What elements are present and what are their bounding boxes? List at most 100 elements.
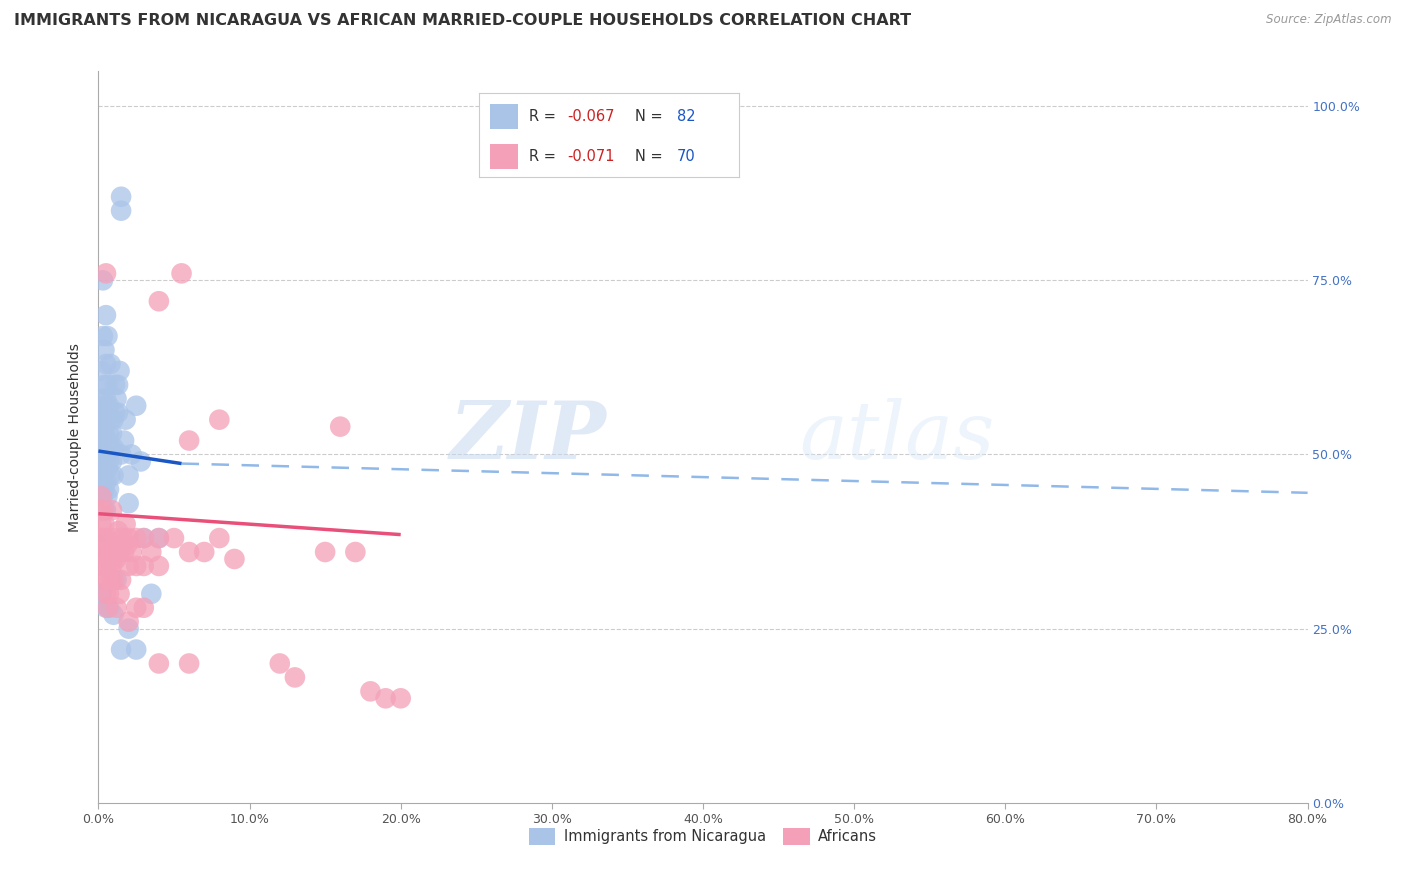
- Point: [314, 545, 336, 559]
- Point: [94, 357, 117, 371]
- Point: [91, 503, 114, 517]
- Point: [107, 377, 129, 392]
- Text: ZIP: ZIP: [450, 399, 606, 475]
- Point: [105, 573, 128, 587]
- Point: [94, 587, 117, 601]
- Point: [100, 573, 122, 587]
- Point: [89, 434, 111, 448]
- Point: [91, 558, 114, 573]
- Point: [125, 600, 148, 615]
- Point: [103, 573, 125, 587]
- Point: [141, 587, 163, 601]
- Point: [104, 531, 127, 545]
- Point: [132, 531, 155, 545]
- Point: [110, 203, 132, 218]
- Point: [105, 600, 128, 615]
- Point: [96, 573, 118, 587]
- Point: [89, 503, 111, 517]
- Point: [179, 434, 201, 448]
- Point: [132, 558, 155, 573]
- Point: [103, 441, 125, 455]
- Point: [148, 531, 170, 545]
- Point: [118, 558, 141, 573]
- Point: [105, 552, 128, 566]
- Point: [118, 496, 141, 510]
- Point: [121, 545, 143, 559]
- Point: [98, 426, 121, 441]
- Point: [110, 538, 132, 552]
- Point: [93, 343, 115, 357]
- Point: [91, 531, 114, 545]
- Point: [90, 475, 112, 490]
- Point: [121, 448, 143, 462]
- Point: [129, 454, 152, 468]
- Point: [148, 294, 170, 309]
- Point: [344, 545, 367, 559]
- Point: [89, 587, 111, 601]
- Point: [360, 684, 382, 698]
- Point: [208, 412, 231, 426]
- Point: [93, 461, 115, 475]
- Point: [89, 489, 111, 503]
- Text: IMMIGRANTS FROM NICARAGUA VS AFRICAN MARRIED-COUPLE HOUSEHOLDS CORRELATION CHART: IMMIGRANTS FROM NICARAGUA VS AFRICAN MAR…: [14, 13, 911, 29]
- Point: [110, 573, 132, 587]
- Point: [90, 503, 112, 517]
- Point: [94, 308, 117, 322]
- Point: [91, 461, 114, 475]
- Point: [170, 266, 193, 280]
- Point: [125, 399, 148, 413]
- Point: [118, 615, 141, 629]
- Point: [90, 531, 112, 545]
- Point: [111, 531, 134, 545]
- Point: [96, 377, 118, 392]
- Point: [90, 364, 112, 378]
- Point: [118, 622, 141, 636]
- Point: [107, 524, 129, 538]
- Point: [93, 517, 115, 532]
- Point: [100, 357, 122, 371]
- Point: [118, 531, 141, 545]
- Point: [103, 545, 125, 559]
- Point: [125, 558, 148, 573]
- Text: atlas: atlas: [800, 399, 995, 475]
- Point: [100, 441, 122, 455]
- Point: [96, 434, 118, 448]
- Point: [118, 468, 141, 483]
- Point: [90, 448, 112, 462]
- Text: Source: ZipAtlas.com: Source: ZipAtlas.com: [1267, 13, 1392, 27]
- Point: [96, 406, 118, 420]
- Point: [94, 266, 117, 280]
- Point: [179, 545, 201, 559]
- Point: [101, 503, 124, 517]
- Point: [108, 587, 131, 601]
- Point: [179, 657, 201, 671]
- Point: [100, 412, 122, 426]
- Y-axis label: Married-couple Households: Married-couple Households: [69, 343, 83, 532]
- Point: [125, 531, 148, 545]
- Point: [208, 531, 231, 545]
- Point: [110, 642, 132, 657]
- Point: [90, 545, 112, 559]
- Point: [91, 426, 114, 441]
- Point: [132, 600, 155, 615]
- Point: [148, 531, 170, 545]
- Point: [89, 531, 111, 545]
- Point: [93, 399, 115, 413]
- Point: [91, 329, 114, 343]
- Point: [98, 399, 121, 413]
- Point: [94, 448, 117, 462]
- Point: [110, 448, 132, 462]
- Point: [94, 531, 117, 545]
- Point: [114, 517, 136, 532]
- Point: [284, 670, 307, 684]
- Point: [94, 600, 117, 615]
- Point: [389, 691, 412, 706]
- Point: [125, 642, 148, 657]
- Point: [93, 377, 115, 392]
- Point: [98, 454, 121, 468]
- Point: [90, 517, 112, 532]
- Point: [108, 364, 131, 378]
- Point: [101, 454, 124, 468]
- Point: [98, 558, 121, 573]
- Point: [90, 419, 112, 434]
